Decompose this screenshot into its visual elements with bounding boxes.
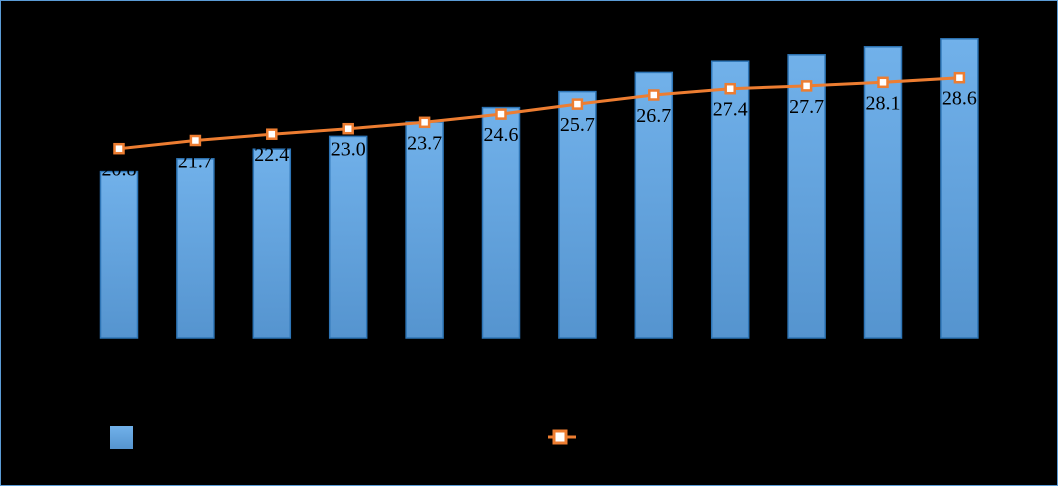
data-label-6: 24.6 [484,124,519,146]
data-label-9: 27.4 [713,99,748,121]
bar-1 [99,170,139,339]
data-label-12: 28.6 [942,88,977,110]
line-series [113,71,966,155]
data-label-8: 26.7 [636,105,671,127]
bar-5 [405,121,444,339]
data-label-2: 21.7 [178,151,213,173]
bar-4 [328,135,368,339]
line-point-11 [877,76,889,89]
line-point-5 [418,116,431,129]
line-point-10 [800,80,813,92]
line-point-4 [342,122,354,135]
line-point-6 [495,108,507,120]
bar-9 [710,60,750,339]
line-path [118,76,960,151]
data-label-1: 20.8 [102,159,137,181]
data-labels: 20.8 21.7 22.4 23.0 23.7 24.6 25.7 26.7 27.4 27.7… [102,88,977,181]
data-label-3: 22.4 [254,144,289,166]
legend-line-swatch [548,429,576,445]
bar-6 [481,106,521,339]
legend [110,426,576,449]
bar-2 [176,158,215,339]
line-point-12 [953,71,966,84]
bar-3 [252,148,292,339]
line-point-2 [189,134,202,147]
line-point-3 [266,128,278,140]
legend-bar-swatch [110,426,133,449]
bar-10 [787,54,826,339]
line-point-1 [113,142,125,155]
data-label-11: 28.1 [866,92,901,114]
bar-12 [940,38,979,339]
data-label-7: 25.7 [560,114,595,136]
data-label-4: 23.0 [331,139,366,161]
data-label-10: 27.7 [789,96,824,118]
bar-8 [634,71,674,339]
bar-7 [558,90,597,339]
bar-11 [863,46,903,339]
line-point-8 [648,89,660,101]
bar-series [99,38,979,339]
data-label-5: 23.7 [407,132,442,154]
line-point-7 [571,98,584,110]
line-point-9 [724,82,736,95]
